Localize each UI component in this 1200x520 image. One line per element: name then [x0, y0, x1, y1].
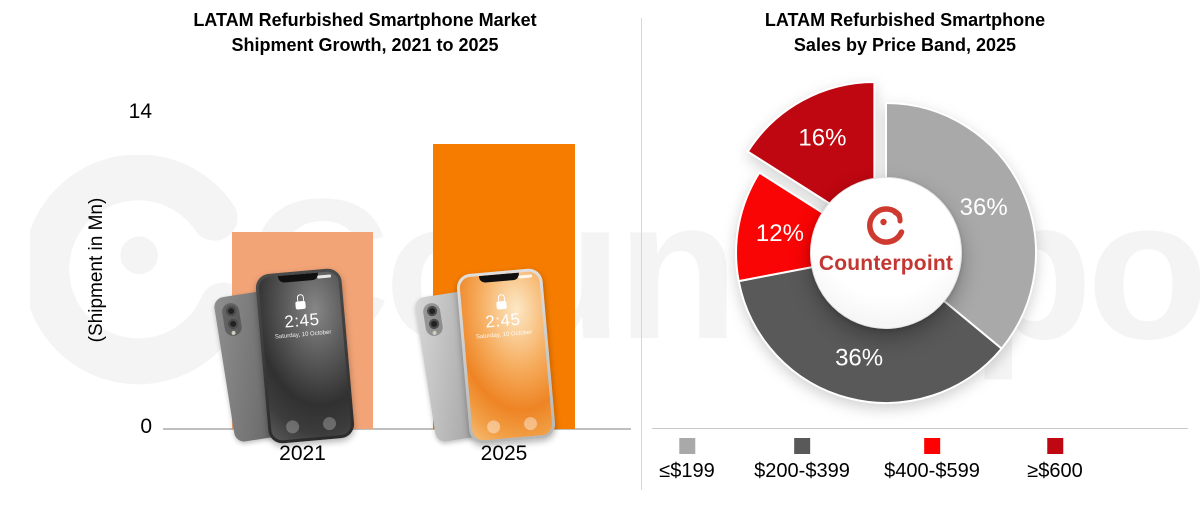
x-axis-label-2021: 2021: [279, 442, 326, 465]
legend-label: ≥$600: [1027, 460, 1083, 482]
donut-legend: ≤$199 $200-$399 $400-$599 ≥$600: [652, 438, 1188, 498]
bar-2025: 2:45 Saturday, 10 October: [413, 144, 575, 445]
donut-chart: 36% 36% 12% 16%: [735, 81, 1037, 404]
status-bar-icons: [518, 274, 533, 279]
legend-item-1: $200-$399: [754, 438, 850, 483]
phone-front-view: 2:45 Saturday, 10 October: [254, 267, 356, 445]
lock-icon: [294, 293, 306, 310]
donut-slice-label-1: 36%: [835, 345, 883, 372]
legend-item-2: $400-$599: [884, 438, 980, 483]
phone-notch: [478, 272, 520, 284]
y-axis-tick-0: 0: [140, 415, 152, 438]
legend-item-0: ≤$199: [659, 438, 715, 483]
legend-label: ≤$199: [659, 460, 715, 482]
camera-button-icon: [523, 416, 538, 431]
status-bar-icons: [317, 274, 332, 279]
legend-swatch-icon: [924, 438, 940, 454]
legend-swatch-icon: [1047, 438, 1063, 454]
lock-icon: [495, 293, 507, 310]
section-divider: [641, 18, 642, 490]
phone-lockscreen: 2:45 Saturday, 10 October: [459, 270, 553, 442]
camera-lens-icon: [224, 305, 237, 317]
donut-slice-label-2: 12%: [756, 220, 804, 247]
y-axis-tick-14: 14: [128, 100, 152, 123]
donut-center-disc: Counterpoint: [810, 177, 962, 329]
donut-slice-label-0: 36%: [960, 194, 1008, 221]
phone-notch: [277, 272, 319, 284]
donut-chart-title-line2: Sales by Price Band, 2025: [793, 35, 1017, 55]
legend-item-3: ≥$600: [1027, 438, 1083, 483]
bar-chart-title-line1: LATAM Refurbished Smartphone Market: [193, 10, 537, 30]
counterpoint-brand-text: Counterpoint: [818, 252, 954, 275]
bar-chart-title-line2: Shipment Growth, 2021 to 2025: [231, 35, 499, 55]
counterpoint-watermark-logo-icon: [30, 155, 240, 385]
x-axis-line: [163, 428, 631, 430]
camera-flash-icon: [432, 330, 437, 336]
camera-lens-icon: [427, 318, 440, 330]
flashlight-button-icon: [486, 419, 501, 434]
donut-slice-1: [737, 252, 1003, 404]
x-axis-label-2025: 2025: [480, 442, 528, 465]
phone-camera-module: [421, 301, 444, 338]
donut-slice-label-3: 16%: [798, 124, 846, 151]
legend-swatch-icon: [679, 438, 695, 454]
legend-separator-line: [652, 428, 1188, 429]
phone-camera-module: [220, 301, 243, 338]
camera-lens-icon: [425, 305, 438, 317]
legend-label: $400-$599: [884, 460, 980, 482]
donut-chart-title-line1: LATAM Refurbished Smartphone: [764, 10, 1046, 30]
smartphone-image-2025: 2:45 Saturday, 10 October: [413, 267, 571, 445]
camera-button-icon: [322, 416, 337, 431]
donut-slice-0: [885, 102, 1037, 350]
flashlight-button-icon: [285, 419, 300, 434]
camera-lens-icon: [226, 318, 239, 330]
phone-front-view: 2:45 Saturday, 10 October: [455, 267, 557, 445]
donut-chart-title: LATAM Refurbished Smartphone Sales by Pr…: [655, 8, 1155, 58]
camera-flash-icon: [231, 330, 236, 336]
phone-lockscreen: 2:45 Saturday, 10 October: [258, 270, 352, 442]
smartphone-image-2021: 2:45 Saturday, 10 October: [212, 267, 370, 445]
legend-label: $200-$399: [754, 460, 850, 482]
bar-2021: 2:45 Saturday, 10 October: [212, 232, 373, 445]
counterpoint-logo-icon: [867, 206, 905, 245]
bar-chart-title: LATAM Refurbished Smartphone Market Ship…: [150, 8, 580, 58]
y-axis-label: (Shipment in Mn): [86, 197, 107, 343]
legend-swatch-icon: [794, 438, 810, 454]
